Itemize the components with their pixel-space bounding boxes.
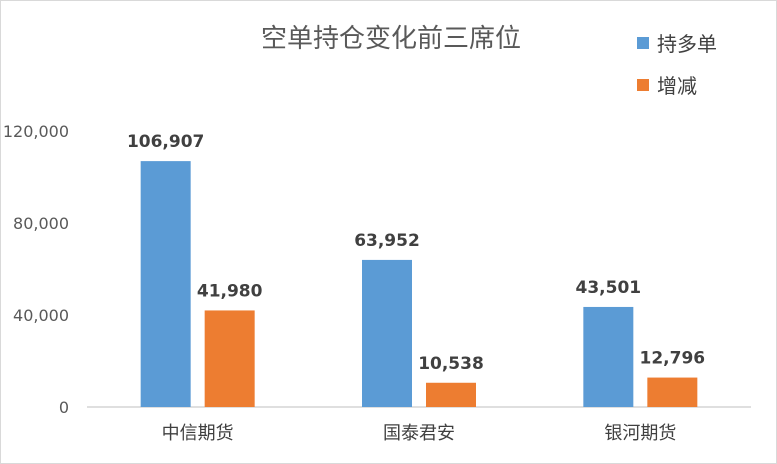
- chart-title: 空单持仓变化前三席位: [261, 24, 521, 54]
- legend-swatch: [637, 79, 649, 91]
- legend-swatch: [637, 37, 649, 49]
- y-tick-label: 80,000: [13, 214, 69, 233]
- x-category-label: 中信期货: [162, 423, 234, 444]
- x-category-label: 银河期货: [604, 423, 676, 444]
- legend-label: 增减: [657, 74, 697, 98]
- y-tick-label: 0: [59, 398, 69, 417]
- y-tick-label: 40,000: [13, 306, 69, 325]
- data-label: 12,796: [640, 349, 706, 369]
- data-labels: 106,907 41,980 63,952 10,538 43,501 12,796: [127, 132, 705, 374]
- data-label: 41,980: [197, 281, 263, 301]
- bar-change-3: [647, 377, 698, 407]
- x-category-label: 国泰君安: [383, 423, 455, 444]
- bar-change-1: [204, 310, 255, 407]
- legend-label: 持多单: [657, 32, 717, 56]
- bar-long-position-3: [583, 306, 634, 407]
- data-label: 106,907: [127, 132, 204, 152]
- data-label: 43,501: [576, 278, 642, 298]
- bar-long-position-1: [140, 161, 191, 407]
- bars: [140, 161, 698, 407]
- data-label: 10,538: [418, 354, 484, 374]
- bar-change-2: [426, 382, 476, 407]
- bar-long-position-2: [362, 259, 412, 407]
- data-label: 63,952: [354, 231, 420, 251]
- y-tick-label: 120,000: [3, 122, 69, 141]
- axes: 0 40,000 80,000 120,000 中信期货 国泰君安 银河期货: [3, 122, 751, 444]
